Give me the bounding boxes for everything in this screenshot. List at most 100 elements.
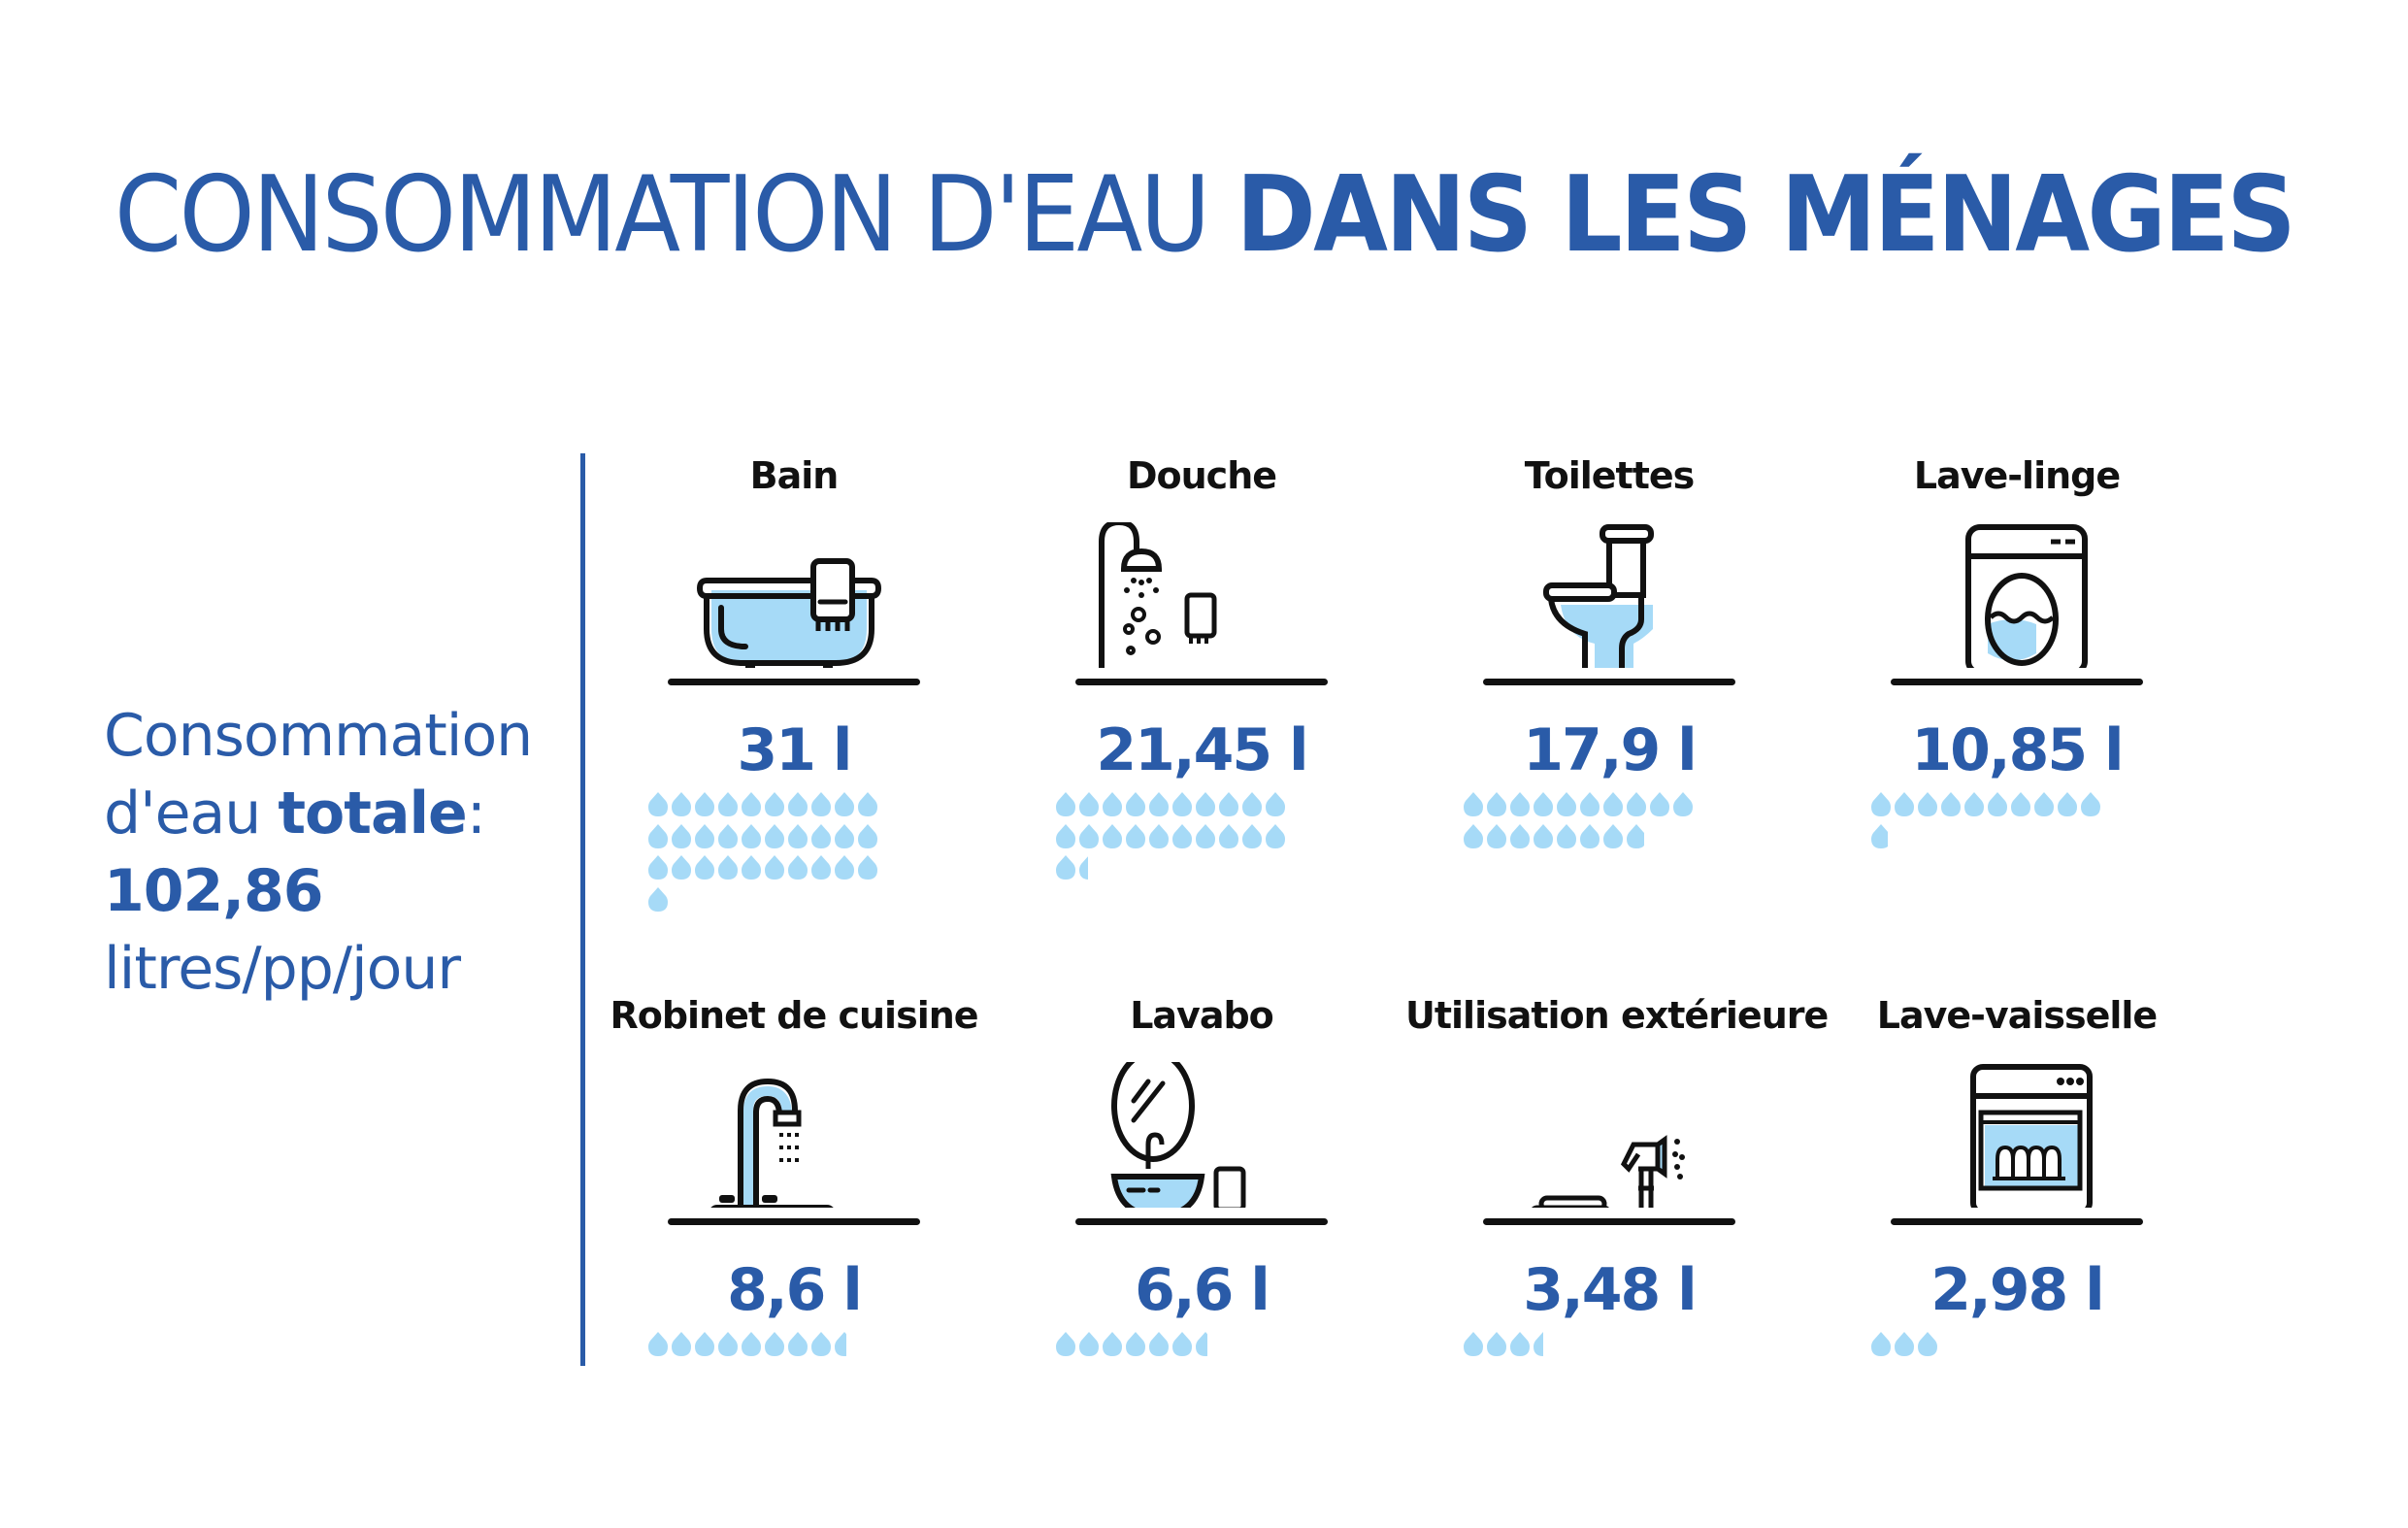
- water-drop-icon: [1673, 792, 1693, 816]
- dishwasher-icon: [1970, 1064, 2093, 1208]
- item-label: Toilettes: [1524, 454, 1696, 497]
- total-value: 102,86: [104, 857, 324, 925]
- water-drop-icon: [858, 823, 877, 848]
- item-value: 8,6 l: [727, 1256, 863, 1324]
- water-drop-icon: [742, 792, 761, 816]
- water-drop-icon: [1172, 1332, 1192, 1356]
- water-drop-icon: [1534, 823, 1553, 848]
- water-drop-icon: [1219, 823, 1238, 848]
- floor-line: [668, 679, 920, 685]
- drop-pictogram: [1464, 792, 1716, 855]
- water-drop-icon: [695, 823, 714, 848]
- water-drop-icon: [1149, 823, 1169, 848]
- water-drop-icon: [1895, 1332, 1914, 1356]
- floor-line: [1483, 1218, 1735, 1225]
- water-drop-icon: [1464, 1332, 1483, 1356]
- water-drop-icon: [1266, 792, 1285, 816]
- bathtub-icon: [696, 558, 882, 668]
- item-value: 2,98 l: [1930, 1256, 2105, 1324]
- water-drop-icon: [1219, 792, 1238, 816]
- water-drop-icon: [1487, 792, 1506, 816]
- water-drop-icon: [672, 792, 691, 816]
- water-drop-icon: [1871, 823, 1888, 848]
- water-drop-icon: [1056, 1332, 1075, 1356]
- water-drop-icon: [1918, 792, 1937, 816]
- title-bold: DANS LES MÉNAGES: [1236, 154, 2295, 276]
- water-drop-icon: [1988, 792, 2007, 816]
- toilet-icon: [1543, 524, 1654, 668]
- water-drop-icon: [1510, 823, 1530, 848]
- water-drop-icon: [1627, 792, 1646, 816]
- total-unit: litres/pp/jour: [104, 935, 461, 1003]
- water-drop-icon: [1580, 823, 1600, 848]
- water-drop-icon: [1242, 792, 1262, 816]
- water-drop-icon: [1126, 792, 1145, 816]
- water-drop-icon: [1534, 1332, 1543, 1356]
- drop-pictogram: [1056, 1332, 1308, 1364]
- water-drop-icon: [1580, 792, 1600, 816]
- floor-line: [1891, 679, 2143, 685]
- water-drop-icon: [1557, 823, 1576, 848]
- total-consumption: Consommation d'eau totale: 102,86 litres…: [104, 697, 533, 1008]
- drop-pictogram: [1056, 792, 1308, 887]
- water-drop-icon: [718, 823, 738, 848]
- water-drop-icon: [1557, 792, 1576, 816]
- water-drop-icon: [1534, 792, 1553, 816]
- water-drop-icon: [1603, 792, 1623, 816]
- water-drop-icon: [858, 792, 877, 816]
- water-drop-icon: [1964, 792, 1984, 816]
- water-drop-icon: [1627, 823, 1644, 848]
- water-drop-icon: [1871, 792, 1891, 816]
- water-drop-icon: [1079, 1332, 1099, 1356]
- water-drop-icon: [1242, 823, 1262, 848]
- water-drop-icon: [1126, 823, 1145, 848]
- water-drop-icon: [1103, 792, 1122, 816]
- water-drop-icon: [811, 855, 831, 880]
- water-drop-icon: [672, 855, 691, 880]
- water-drop-icon: [1196, 1332, 1207, 1356]
- water-drop-icon: [1464, 823, 1483, 848]
- water-drop-icon: [695, 1332, 714, 1356]
- water-drop-icon: [835, 792, 854, 816]
- water-drop-icon: [1103, 823, 1122, 848]
- water-drop-icon: [811, 1332, 831, 1356]
- water-drop-icon: [695, 792, 714, 816]
- item-value: 10,85 l: [1911, 716, 2124, 784]
- water-drop-icon: [2058, 792, 2077, 816]
- water-drop-icon: [648, 855, 668, 880]
- total-line2: d'eau totale:: [104, 780, 486, 847]
- water-drop-icon: [765, 823, 784, 848]
- water-drop-icon: [1149, 792, 1169, 816]
- water-drop-icon: [788, 823, 808, 848]
- garden-hose-icon: [1531, 1135, 1685, 1208]
- water-drop-icon: [1079, 823, 1099, 848]
- item-label: Bain: [749, 454, 840, 497]
- floor-line: [1483, 679, 1735, 685]
- water-drop-icon: [695, 855, 714, 880]
- water-drop-icon: [1871, 1332, 1891, 1356]
- water-drop-icon: [1056, 855, 1075, 880]
- page-title: CONSOMMATION D'EAU DANS LES MÉNAGES: [96, 157, 2312, 274]
- water-drop-icon: [718, 792, 738, 816]
- item-label: Utilisation extérieure: [1405, 994, 1829, 1037]
- water-drop-icon: [1056, 792, 1075, 816]
- drop-pictogram: [1871, 792, 2124, 855]
- drop-pictogram: [648, 792, 901, 918]
- water-drop-icon: [765, 792, 784, 816]
- water-drop-icon: [1126, 1332, 1145, 1356]
- water-drop-icon: [788, 792, 808, 816]
- floor-line: [1075, 679, 1328, 685]
- water-drop-icon: [835, 823, 854, 848]
- water-drop-icon: [1510, 1332, 1530, 1356]
- water-drop-icon: [2011, 792, 2030, 816]
- washbasin-icon: [1110, 1062, 1246, 1208]
- water-drop-icon: [811, 823, 831, 848]
- water-drop-icon: [1172, 823, 1192, 848]
- water-drop-icon: [788, 855, 808, 880]
- item-value: 31 l: [737, 716, 853, 784]
- item-value: 6,6 l: [1135, 1256, 1270, 1324]
- water-drop-icon: [2034, 792, 2054, 816]
- item-label: Lave-linge: [1913, 454, 2121, 497]
- water-drop-icon: [648, 886, 668, 912]
- item-label: Lavabo: [1130, 994, 1274, 1037]
